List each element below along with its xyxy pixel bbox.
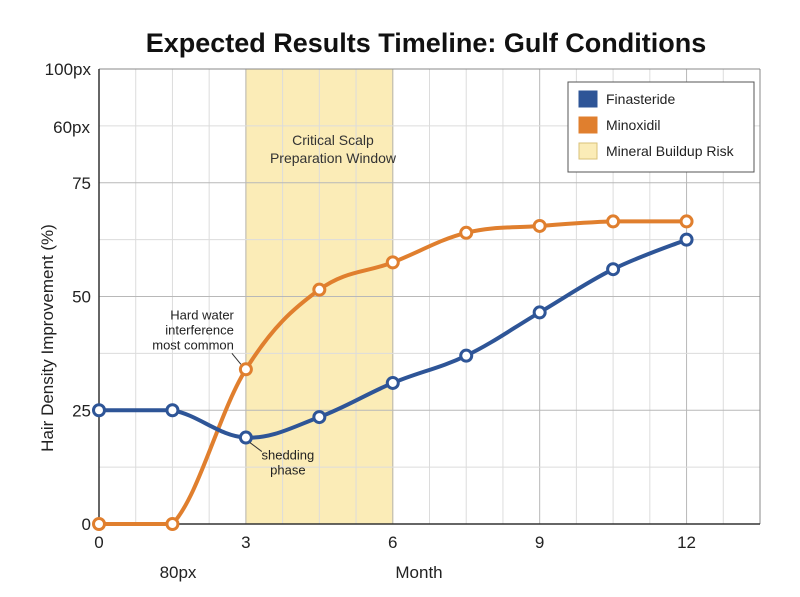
data-point-minoxidil bbox=[606, 214, 621, 229]
y-tick-label: 50 bbox=[72, 288, 91, 307]
legend: Finasteride Minoxidil Mineral Buildup Risk bbox=[567, 81, 755, 173]
annotation-shedding-line: phase bbox=[270, 463, 305, 478]
data-point-finasteride bbox=[532, 305, 547, 320]
series-finasteride bbox=[92, 232, 694, 445]
legend-swatch bbox=[578, 116, 598, 134]
band-label-line-1: Critical Scalp bbox=[292, 132, 374, 148]
band-label-line-2: Preparation Window bbox=[270, 150, 397, 166]
data-point-minoxidil bbox=[165, 517, 180, 531]
legend-swatch bbox=[578, 90, 598, 108]
data-point-minoxidil bbox=[92, 517, 106, 531]
data-point-minoxidil bbox=[459, 225, 474, 240]
legend-label: Minoxidil bbox=[606, 117, 660, 133]
x-tick-label: 9 bbox=[535, 533, 544, 552]
annotation-hard-water-line: most common bbox=[152, 337, 234, 352]
y-tick-label: 25 bbox=[72, 401, 91, 420]
data-point-finasteride bbox=[679, 232, 694, 247]
annotation-leader-shedding bbox=[249, 442, 263, 452]
x-tick-label: 0 bbox=[94, 533, 103, 552]
series-layer bbox=[92, 214, 694, 531]
data-point-finasteride bbox=[312, 410, 327, 425]
series-line-minoxidil bbox=[97, 219, 689, 527]
data-point-finasteride bbox=[165, 403, 180, 418]
x-tick-label: 3 bbox=[241, 533, 250, 552]
annotation-hard-water-line: Hard water bbox=[170, 307, 234, 322]
annotation-leader-hard-water bbox=[231, 352, 242, 365]
y-tick-label: 100px bbox=[45, 60, 92, 79]
x-tick-label: 12 bbox=[677, 533, 696, 552]
legend-box bbox=[567, 81, 755, 173]
data-point-minoxidil bbox=[385, 255, 400, 270]
x-axis-label: Month bbox=[395, 563, 442, 582]
series-minoxidil bbox=[92, 214, 694, 531]
x-tick-label: 6 bbox=[388, 533, 397, 552]
y-tick-label: 0 bbox=[82, 515, 91, 534]
chart-title: Expected Results Timeline: Gulf Conditio… bbox=[146, 28, 707, 58]
x-extra-tick-label: 80px bbox=[160, 563, 197, 582]
y-extra-tick-label: 60px bbox=[53, 118, 90, 137]
data-point-minoxidil bbox=[679, 214, 694, 229]
tick-layer: 0 3 6 9 12 0 25 50 75 100px bbox=[45, 60, 696, 552]
legend-swatch bbox=[578, 142, 598, 160]
data-point-minoxidil bbox=[532, 218, 547, 233]
annotation-shedding-line: shedding bbox=[261, 448, 314, 463]
data-point-finasteride bbox=[385, 375, 400, 390]
legend-label: Mineral Buildup Risk bbox=[606, 143, 735, 159]
data-point-minoxidil bbox=[312, 282, 327, 297]
y-axis-label: Hair Density Improvement (%) bbox=[38, 224, 57, 452]
legend-label: Finasteride bbox=[606, 91, 675, 107]
data-point-finasteride bbox=[459, 348, 474, 363]
data-point-minoxidil bbox=[238, 362, 253, 377]
annotation-hard-water-line: interference bbox=[165, 322, 234, 337]
y-tick-label: 75 bbox=[72, 174, 91, 193]
data-point-finasteride bbox=[606, 262, 621, 277]
data-point-finasteride bbox=[92, 403, 106, 418]
legend-items: Finasteride Minoxidil Mineral Buildup Risk bbox=[578, 90, 735, 160]
band-label-layer: Critical Scalp Preparation Window bbox=[270, 132, 397, 166]
data-point-finasteride bbox=[238, 430, 253, 445]
